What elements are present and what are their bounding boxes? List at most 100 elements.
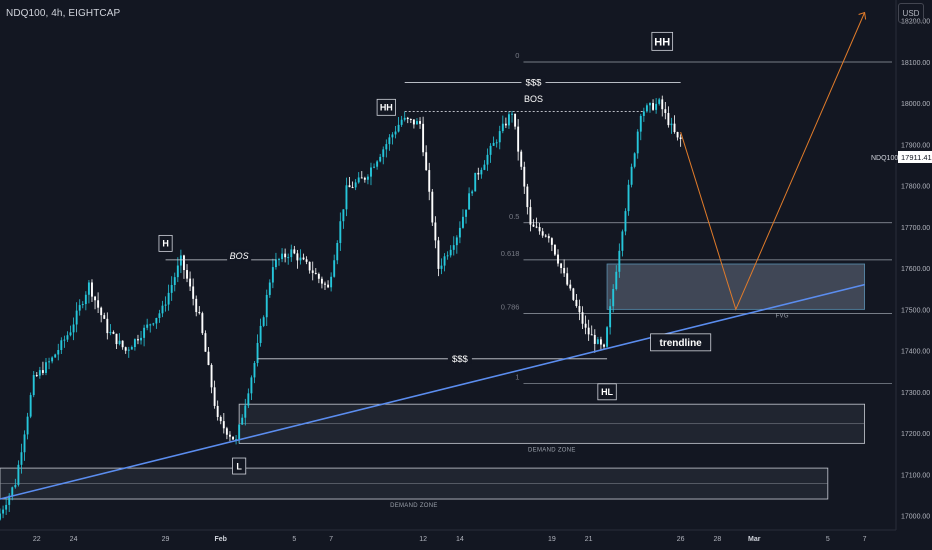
- candle-body: [161, 305, 164, 314]
- candle-body: [333, 260, 336, 277]
- candle-body: [60, 340, 63, 351]
- candle-body: [529, 207, 532, 225]
- candle-body: [100, 307, 103, 316]
- candle-body: [452, 245, 455, 250]
- time-tick-label: Feb: [215, 536, 227, 543]
- candle-body: [232, 436, 234, 440]
- candle-body: [140, 337, 142, 341]
- candle-body: [133, 339, 136, 348]
- last-price-symbol: NDQ100: [871, 155, 898, 162]
- time-tick-label: Mar: [748, 536, 761, 543]
- candle-body: [293, 249, 296, 254]
- candle-body: [590, 334, 593, 336]
- candle-body: [477, 172, 480, 175]
- candle-body: [391, 134, 394, 138]
- note-bg: [521, 76, 546, 88]
- candle-body: [382, 149, 385, 157]
- candle-body: [287, 257, 290, 259]
- candle-body: [72, 324, 75, 333]
- candle-body: [97, 300, 100, 308]
- candle-body: [339, 221, 342, 243]
- candle-body: [23, 434, 26, 453]
- candle-body: [66, 335, 69, 340]
- candle-body: [520, 151, 523, 167]
- candle-body: [639, 115, 642, 132]
- price-tick-label: 17100.00: [901, 472, 930, 479]
- candles: [0, 95, 682, 521]
- zones: DEMAND ZONE DEMAND ZONE FVG: [0, 263, 866, 509]
- candle-body: [373, 166, 375, 168]
- note-label: $$$: [452, 354, 469, 365]
- candle-body: [363, 177, 366, 180]
- candle-body: [268, 282, 271, 295]
- candle-body: [627, 184, 630, 212]
- note-label: BOS: [230, 251, 249, 261]
- candle-body: [449, 249, 452, 256]
- candle-body: [250, 377, 253, 394]
- candle-body: [642, 111, 645, 116]
- candle-body: [486, 154, 489, 165]
- time-tick-label: 7: [329, 536, 333, 543]
- candle-body: [48, 361, 51, 363]
- candle-body: [412, 119, 415, 125]
- candle-body: [652, 103, 655, 110]
- candle-body: [109, 331, 112, 334]
- swing-label: HH: [654, 36, 670, 48]
- last-price-value: 17911.41: [901, 153, 932, 162]
- candle-body: [587, 327, 590, 335]
- candle-body: [345, 185, 348, 210]
- candle-body: [376, 161, 379, 167]
- candle-body: [216, 405, 219, 417]
- candle-body: [179, 255, 182, 266]
- drawings: [0, 11, 867, 500]
- candle-body: [137, 339, 139, 341]
- candle-body: [504, 123, 507, 126]
- candle-body: [271, 267, 274, 283]
- candle-body: [78, 305, 81, 311]
- candle-body: [219, 416, 222, 422]
- note-bg: [521, 93, 546, 105]
- time-tick-label: 26: [677, 536, 685, 543]
- candle-body: [416, 121, 418, 125]
- currency-button[interactable]: USD: [898, 3, 924, 23]
- candle-body: [606, 327, 609, 347]
- candle-body: [514, 113, 517, 127]
- candle-body: [265, 294, 268, 318]
- candle-body: [262, 317, 265, 326]
- candle-body: [434, 222, 437, 241]
- candle-body: [308, 261, 311, 271]
- candle-body: [397, 124, 400, 132]
- time-tick-label: 14: [456, 536, 464, 543]
- time-axis[interactable]: 22 24 29 Feb 5 7 12 14 19 21 26 28 Mar 5 7: [33, 536, 867, 543]
- candle-body: [189, 278, 192, 287]
- candle-body: [636, 131, 639, 154]
- candle-body: [155, 318, 158, 324]
- candle-body: [118, 340, 121, 345]
- candle-body: [425, 152, 428, 171]
- candle-body: [624, 211, 627, 232]
- candle-body: [192, 286, 195, 299]
- candle-body: [167, 292, 170, 305]
- candle-body: [324, 283, 326, 285]
- candle-body: [517, 126, 520, 152]
- candle-body: [658, 99, 661, 104]
- candle-body: [468, 193, 471, 210]
- price-axis[interactable]: 17000.00 17100.00 17200.00 17300.00 17400.00…: [901, 19, 930, 521]
- candle-body: [532, 224, 535, 227]
- candle-body: [253, 363, 256, 378]
- fvg-label: FVG: [776, 313, 789, 319]
- candle-body: [330, 276, 333, 288]
- candle-body: [2, 509, 5, 514]
- candle-body: [311, 270, 314, 273]
- time-tick-label: 5: [826, 536, 830, 543]
- candle-body: [508, 114, 510, 126]
- candle-body: [14, 484, 17, 488]
- candle-body: [247, 393, 250, 406]
- time-tick-label: 28: [714, 536, 722, 543]
- candle-body: [351, 187, 354, 189]
- price-tick-label: 17900.00: [901, 142, 930, 149]
- candle-body: [235, 439, 238, 441]
- candle-body: [225, 428, 228, 435]
- candle-body: [256, 342, 259, 364]
